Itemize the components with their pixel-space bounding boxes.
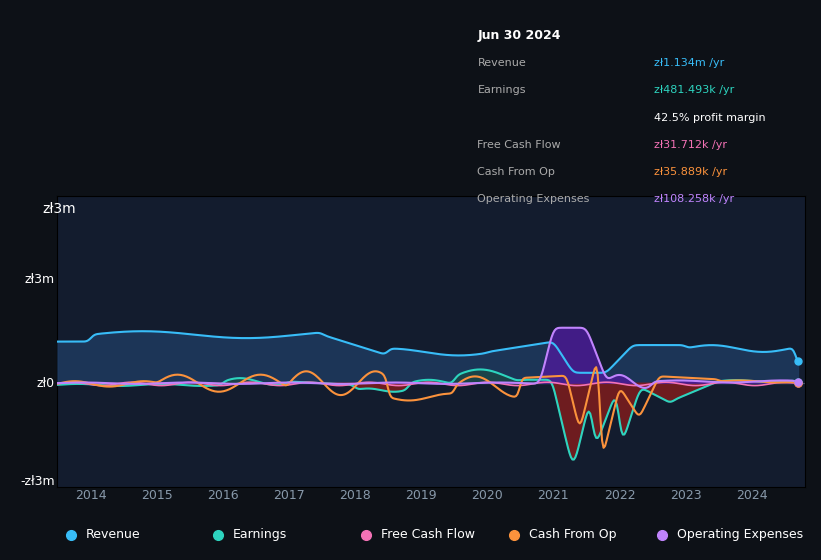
Text: 2019: 2019 [406, 489, 437, 502]
Text: Revenue: Revenue [478, 58, 526, 68]
Text: Cash From Op: Cash From Op [478, 167, 555, 177]
Text: 2016: 2016 [207, 489, 239, 502]
Text: 2023: 2023 [670, 489, 701, 502]
Text: zł481.493k /yr: zł481.493k /yr [654, 85, 734, 95]
Text: zł0: zł0 [36, 377, 55, 390]
Text: zł3m: zł3m [25, 273, 55, 286]
Text: 42.5% profit margin: 42.5% profit margin [654, 113, 765, 123]
Text: 2014: 2014 [75, 489, 107, 502]
Text: 2022: 2022 [603, 489, 635, 502]
Text: zł1.134m /yr: zł1.134m /yr [654, 58, 724, 68]
Text: 2018: 2018 [339, 489, 371, 502]
Text: Revenue: Revenue [85, 528, 140, 542]
Text: zł108.258k /yr: zł108.258k /yr [654, 194, 734, 204]
Text: Free Cash Flow: Free Cash Flow [381, 528, 475, 542]
Text: Cash From Op: Cash From Op [529, 528, 617, 542]
Text: Earnings: Earnings [478, 85, 526, 95]
Text: zł3m: zł3m [43, 202, 76, 216]
Text: Operating Expenses: Operating Expenses [677, 528, 803, 542]
Text: zł31.712k /yr: zł31.712k /yr [654, 140, 727, 150]
Text: zł35.889k /yr: zł35.889k /yr [654, 167, 727, 177]
Text: Jun 30 2024: Jun 30 2024 [478, 30, 561, 43]
Text: -zł3m: -zł3m [20, 475, 55, 488]
Text: 2020: 2020 [471, 489, 503, 502]
Text: 2021: 2021 [538, 489, 569, 502]
Text: Free Cash Flow: Free Cash Flow [478, 140, 561, 150]
Text: 2015: 2015 [140, 489, 172, 502]
Text: 2017: 2017 [273, 489, 305, 502]
Text: Operating Expenses: Operating Expenses [478, 194, 589, 204]
Text: Earnings: Earnings [233, 528, 287, 542]
Text: 2024: 2024 [736, 489, 768, 502]
